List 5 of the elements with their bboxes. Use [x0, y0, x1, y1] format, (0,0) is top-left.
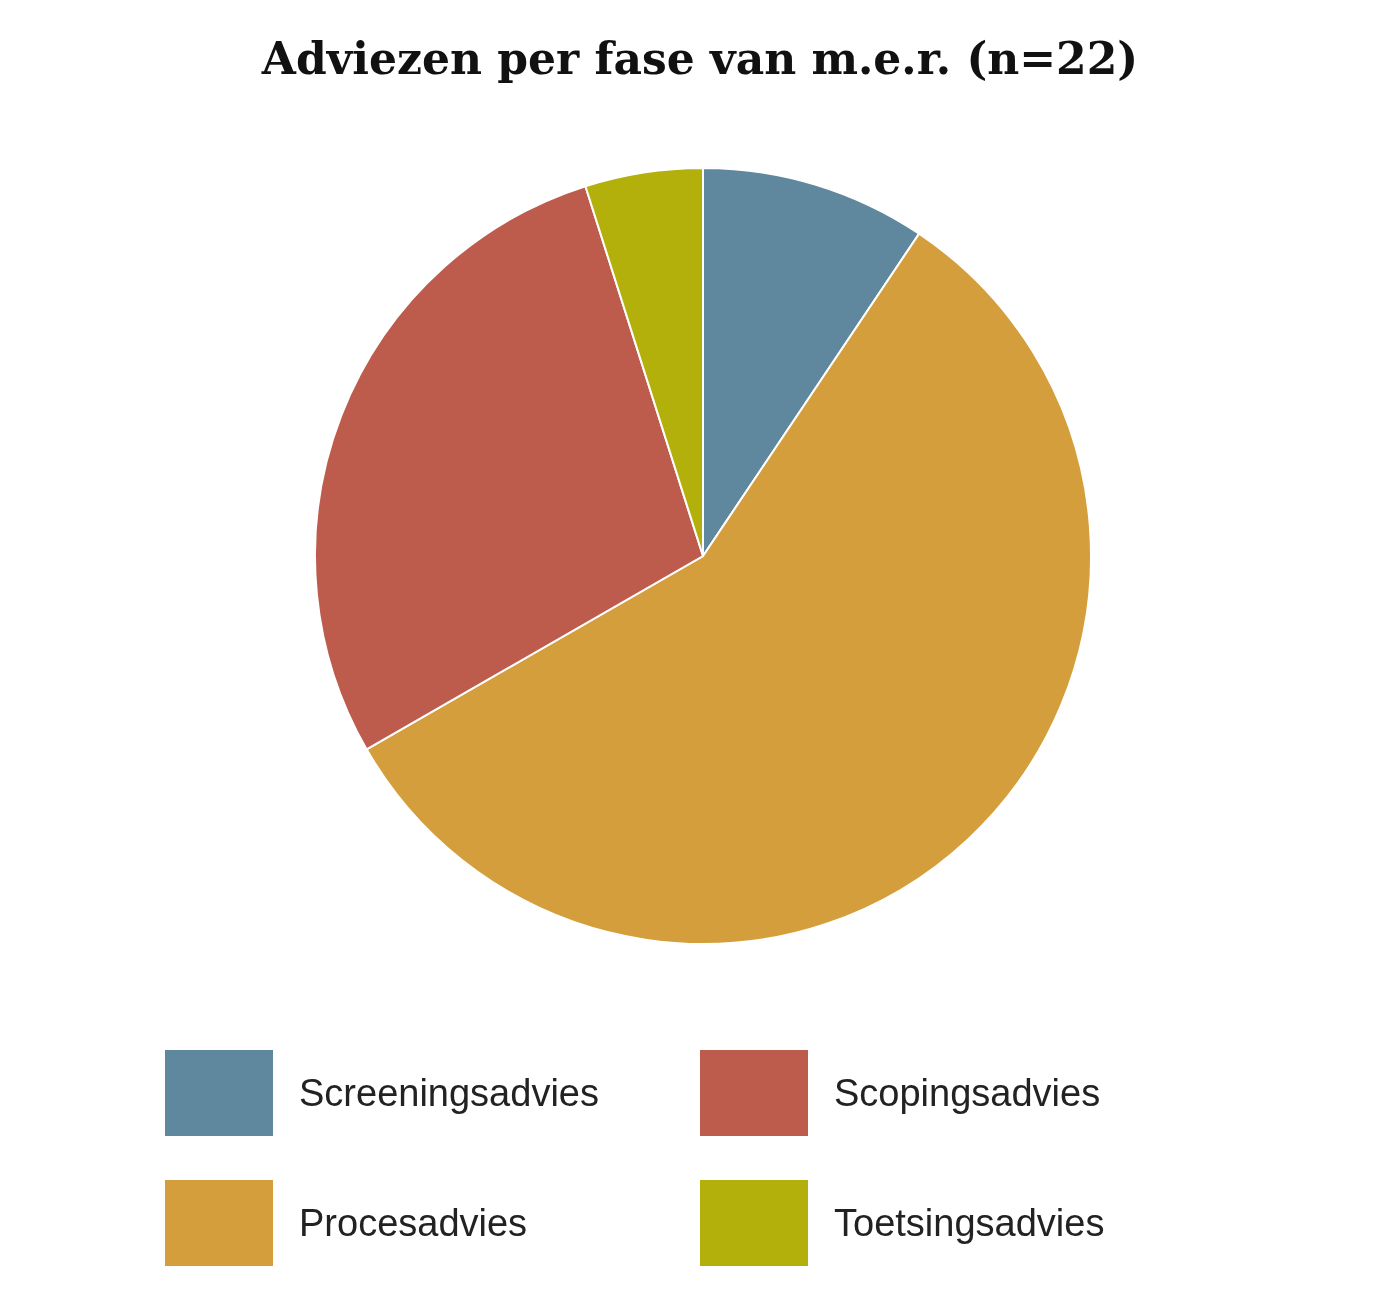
- legend-label: Toetsingsadvies: [834, 1201, 1105, 1245]
- chart-title: Adviezen per fase van m.e.r. (n=22): [260, 31, 1140, 86]
- legend-label: Screeningsadvies: [299, 1071, 599, 1115]
- legend-label: Scopingsadvies: [834, 1071, 1101, 1115]
- legend-label: Procesadvies: [299, 1201, 528, 1245]
